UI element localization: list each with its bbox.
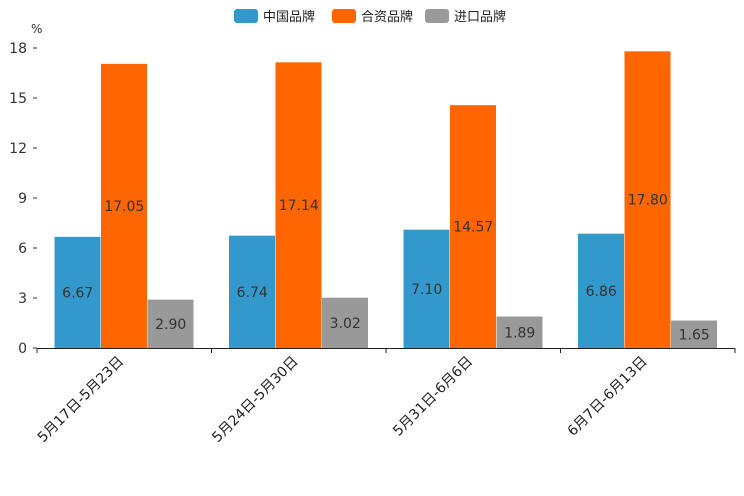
data-label: 2.90 — [155, 317, 186, 333]
bar[interactable] — [54, 236, 101, 348]
bar[interactable] — [496, 316, 543, 349]
data-label: 1.65 — [679, 327, 710, 343]
y-axis: 0 3 6 9 12 15 18 — [9, 41, 37, 357]
y-tick-label: 12 — [9, 141, 27, 157]
bars — [54, 51, 717, 349]
data-label: 7.10 — [411, 282, 442, 298]
data-label: 6.86 — [586, 284, 617, 300]
data-label: 17.05 — [104, 199, 144, 215]
bar[interactable] — [671, 320, 717, 349]
bar[interactable] — [101, 63, 147, 348]
legend-swatch — [234, 9, 258, 23]
bar[interactable] — [322, 297, 368, 348]
legend-label: 进口品牌 — [454, 9, 506, 25]
legend-item-0[interactable]: 中国品牌 — [234, 9, 315, 25]
y-tick-label: 0 — [18, 341, 27, 357]
data-label: 17.14 — [279, 198, 319, 214]
y-tick-label: 9 — [18, 191, 27, 207]
data-label: 14.57 — [453, 220, 493, 236]
y-tick-label: 6 — [18, 241, 27, 257]
legend-label: 合资品牌 — [361, 9, 413, 25]
legend-item-2[interactable]: 进口品牌 — [425, 9, 506, 25]
x-category-label: 5月24日-5月30日 — [209, 354, 301, 446]
y-tick-label: 18 — [9, 41, 27, 57]
y-tick-label: 3 — [18, 291, 27, 307]
x-category-label: 5月31日-6月6日 — [390, 354, 476, 440]
data-label: 1.89 — [504, 325, 535, 341]
legend-swatch — [332, 9, 356, 23]
bar[interactable] — [450, 105, 496, 349]
x-axis: 5月17日-5月23日 5月24日-5月30日 5月31日-6月6日 6月7日-6月1… — [35, 348, 736, 446]
data-label: 3.02 — [330, 316, 361, 332]
legend-label: 中国品牌 — [263, 9, 315, 25]
bar[interactable] — [147, 299, 194, 348]
bar[interactable] — [229, 235, 275, 348]
y-tick-label: 15 — [9, 91, 27, 107]
bar[interactable] — [624, 51, 671, 348]
bar[interactable] — [275, 62, 322, 348]
legend-item-1[interactable]: 合资品牌 — [332, 9, 413, 25]
x-category-label: 6月7日-6月13日 — [565, 354, 651, 440]
x-category-label: 5月17日-5月23日 — [35, 354, 127, 446]
data-label: 17.80 — [628, 193, 668, 209]
legend-swatch — [425, 9, 449, 23]
bar[interactable] — [578, 233, 624, 348]
data-label: 6.67 — [62, 285, 93, 301]
y-axis-unit-label: % — [31, 22, 42, 36]
bar[interactable] — [403, 229, 450, 348]
legend: 中国品牌 合资品牌 进口品牌 — [234, 9, 506, 25]
data-label: 6.74 — [237, 285, 268, 301]
data-labels: 6.67 17.05 2.90 6.74 17.14 3.02 7.10 14.57 1.89 6… — [62, 193, 710, 344]
